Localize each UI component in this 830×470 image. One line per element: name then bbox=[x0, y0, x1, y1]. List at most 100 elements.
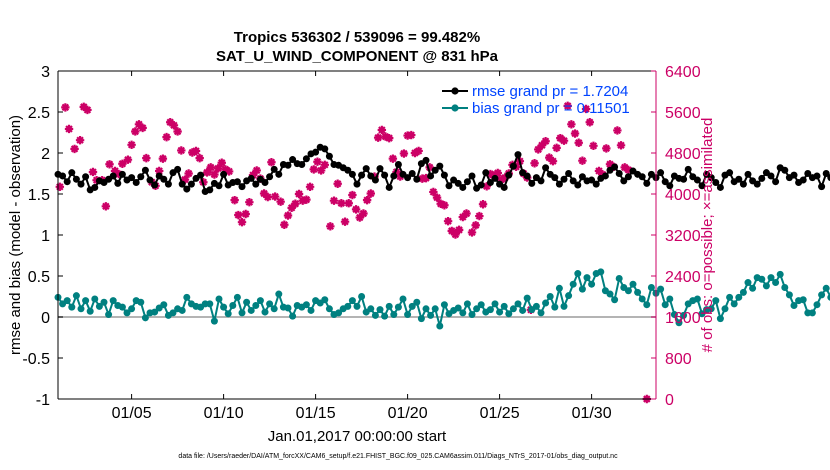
obs-assimilated-point bbox=[142, 153, 151, 163]
rmse-point bbox=[459, 183, 467, 191]
obs-assimilated-point bbox=[55, 182, 65, 192]
obs-assimilated-point bbox=[471, 221, 480, 230]
x-tick-label: 01/20 bbox=[388, 405, 428, 422]
bias-point bbox=[578, 285, 586, 293]
obs-assimilated-point bbox=[351, 205, 361, 214]
obs-assimilated-point bbox=[605, 160, 615, 169]
obs-assimilated-point bbox=[548, 157, 558, 166]
obs-assimilated-point bbox=[75, 135, 85, 145]
obs-assimilated-point bbox=[127, 140, 136, 149]
bias-point bbox=[367, 305, 375, 313]
bias-point bbox=[491, 300, 499, 308]
x-tick-label: 01/10 bbox=[204, 405, 244, 422]
bias-point bbox=[790, 302, 798, 310]
obs-assimilated-point bbox=[348, 190, 357, 200]
obs-assimilated-point bbox=[270, 192, 280, 201]
bias-point bbox=[261, 308, 269, 316]
bias-point bbox=[537, 309, 545, 317]
obs-assimilated-point bbox=[613, 126, 622, 135]
bias-point bbox=[325, 305, 333, 313]
obs-assimilated-point bbox=[280, 220, 289, 229]
obs-assimilated-point bbox=[230, 195, 239, 205]
bias-point bbox=[123, 309, 131, 317]
rmse-point bbox=[569, 177, 577, 185]
obs-assimilated-point bbox=[421, 173, 431, 183]
bias-point bbox=[615, 274, 623, 282]
obs-assimilated-point bbox=[530, 159, 539, 168]
bias-point bbox=[440, 301, 448, 309]
bias-point bbox=[822, 284, 830, 292]
bias-point bbox=[477, 301, 485, 309]
rmse-point bbox=[252, 180, 260, 188]
obs-assimilated-point bbox=[425, 163, 434, 172]
x-tick-label: 01/15 bbox=[296, 405, 336, 422]
rmse-point bbox=[77, 180, 85, 188]
rmse-point bbox=[505, 171, 513, 179]
obs-assimilated-point bbox=[329, 196, 339, 205]
bias-point bbox=[661, 301, 669, 309]
bias-point bbox=[574, 270, 582, 278]
rmse-point bbox=[68, 169, 76, 177]
rmse-point bbox=[739, 180, 747, 188]
obs-assimilated-point bbox=[333, 179, 342, 188]
bias-point bbox=[358, 293, 366, 300]
rmse-point bbox=[638, 173, 646, 181]
obs-assimilated-point bbox=[245, 198, 254, 207]
obs-assimilated-point bbox=[624, 165, 633, 175]
bias-point bbox=[109, 297, 117, 305]
rmse-point bbox=[565, 170, 573, 177]
obs-assimilated-point bbox=[213, 164, 223, 173]
chart-title: Tropics 536302 / 539096 = 99.482% bbox=[234, 29, 480, 46]
rmse-point bbox=[413, 175, 421, 183]
obs-assimilated-point bbox=[462, 209, 471, 218]
rmse-point bbox=[643, 179, 651, 187]
rmse-point bbox=[206, 186, 214, 194]
obs-assimilated-point bbox=[177, 146, 186, 155]
obs-assimilated-point bbox=[381, 132, 390, 141]
obs-assimilated-point bbox=[578, 156, 587, 165]
rmse-point bbox=[91, 183, 99, 191]
obs-assimilated-point bbox=[88, 167, 98, 177]
rmse-point bbox=[408, 170, 416, 177]
obs-assimilated-point bbox=[594, 166, 604, 176]
footnote: data file: /Users/raeder/DAI/ATM_forcXX/… bbox=[178, 453, 618, 460]
rmse-point bbox=[822, 170, 830, 177]
obs-assimilated-point bbox=[537, 141, 547, 150]
y-tick-label: 0 bbox=[41, 310, 50, 327]
bias-point bbox=[215, 295, 223, 303]
rmse-point bbox=[114, 179, 122, 187]
obs-assimilated-point bbox=[440, 201, 449, 210]
rmse-point bbox=[440, 171, 448, 179]
rmse-point bbox=[463, 178, 471, 186]
bias-point bbox=[344, 302, 352, 310]
y-tick-label: 1.5 bbox=[28, 187, 50, 204]
bias-point bbox=[560, 302, 568, 310]
bias-point bbox=[744, 279, 752, 287]
rmse-point bbox=[712, 179, 720, 187]
bias-point bbox=[647, 283, 655, 291]
obs-assimilated-point bbox=[287, 203, 296, 213]
legend-rmse-marker bbox=[451, 87, 459, 95]
obs-assimilated-point bbox=[316, 166, 326, 175]
rmse-point bbox=[247, 174, 255, 182]
bias-point bbox=[813, 301, 821, 309]
y-tick-label: 1 bbox=[41, 228, 50, 245]
obs-assimilated-point bbox=[396, 172, 405, 181]
bias-point bbox=[247, 306, 255, 314]
rmse-point bbox=[657, 169, 665, 177]
bias-point bbox=[808, 309, 816, 317]
rmse-series bbox=[54, 143, 830, 196]
rmse-point bbox=[63, 178, 71, 186]
obs-assimilated-point bbox=[534, 145, 543, 154]
obs-assimilated-point bbox=[283, 211, 293, 220]
rmse-point bbox=[491, 174, 499, 182]
bias-point bbox=[128, 305, 136, 313]
bias-point bbox=[335, 309, 343, 317]
bias-point bbox=[657, 285, 665, 293]
obs-assimilated-point bbox=[373, 133, 383, 142]
rmse-point bbox=[684, 165, 692, 173]
legend: rmse grand pr = 1.7204 bias grand pr = 0… bbox=[442, 83, 630, 117]
rmse-point bbox=[620, 177, 628, 185]
bias-point bbox=[555, 284, 563, 292]
obs-assimilated-point bbox=[340, 217, 350, 226]
